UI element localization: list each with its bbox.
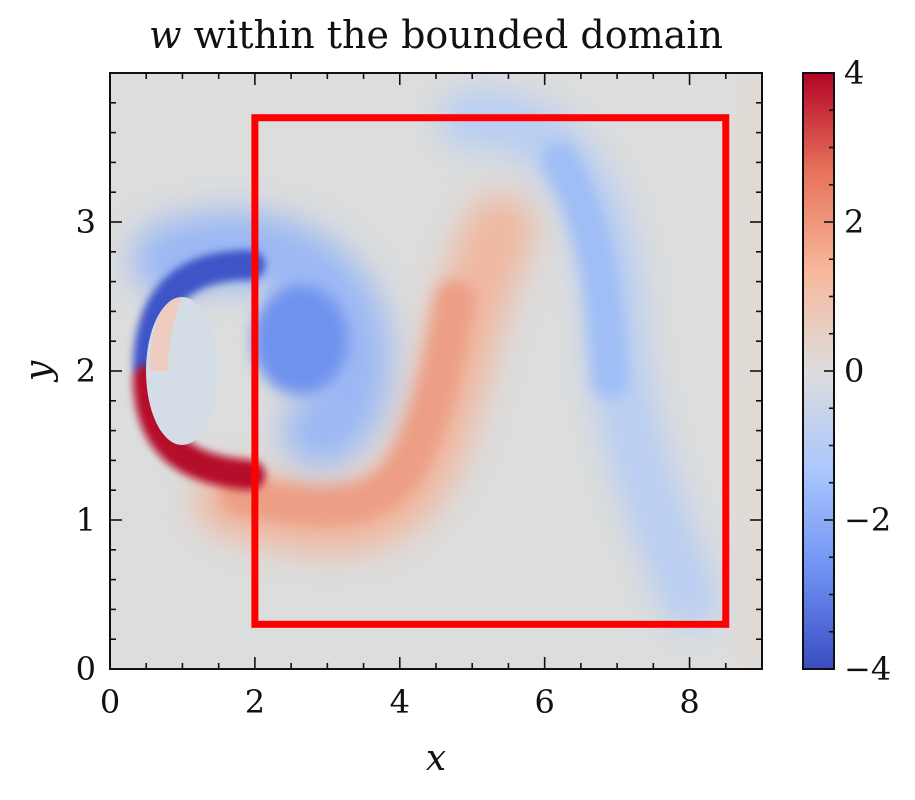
colorbar-tick-label: 2 xyxy=(844,203,864,241)
x-tick-label: 6 xyxy=(534,683,554,721)
x-axis-label: x xyxy=(426,738,446,779)
colorbar-ticks: −4 −2 0 2 4 xyxy=(824,54,891,688)
y-tick-label: 1 xyxy=(76,501,96,539)
colorbar-tick-label: −2 xyxy=(844,501,891,539)
colorbar-tick-label: 4 xyxy=(844,54,864,92)
colorbar-tick-label: 0 xyxy=(844,352,864,390)
y-axis-label: y xyxy=(18,360,59,383)
chart-title: w within the bounded domain xyxy=(149,13,723,57)
x-tick-label: 2 xyxy=(245,683,265,721)
y-axis-ticks: 0 1 2 3 xyxy=(76,72,762,688)
negative-vortex-core xyxy=(252,285,348,395)
x-tick-label: 4 xyxy=(390,683,410,721)
heatmap-field xyxy=(110,73,762,669)
y-tick-label: 0 xyxy=(76,650,96,688)
colorbar-tick-label: −4 xyxy=(844,650,891,688)
cylinder-inner-tint xyxy=(150,297,182,371)
x-tick-label: 0 xyxy=(100,683,120,721)
bounded-domain-rectangle xyxy=(251,114,730,628)
title-text: within the bounded domain xyxy=(182,13,723,57)
title-variable: w xyxy=(149,13,182,57)
negative-band xyxy=(132,210,391,468)
y-tick-label: 3 xyxy=(76,203,96,241)
positive-core xyxy=(220,280,475,527)
weak-negative-core xyxy=(542,142,628,398)
x-axis-ticks: 0 2 4 6 8 xyxy=(100,73,763,721)
x-tick-label: 8 xyxy=(679,683,699,721)
y-tick-label: 2 xyxy=(76,352,96,390)
